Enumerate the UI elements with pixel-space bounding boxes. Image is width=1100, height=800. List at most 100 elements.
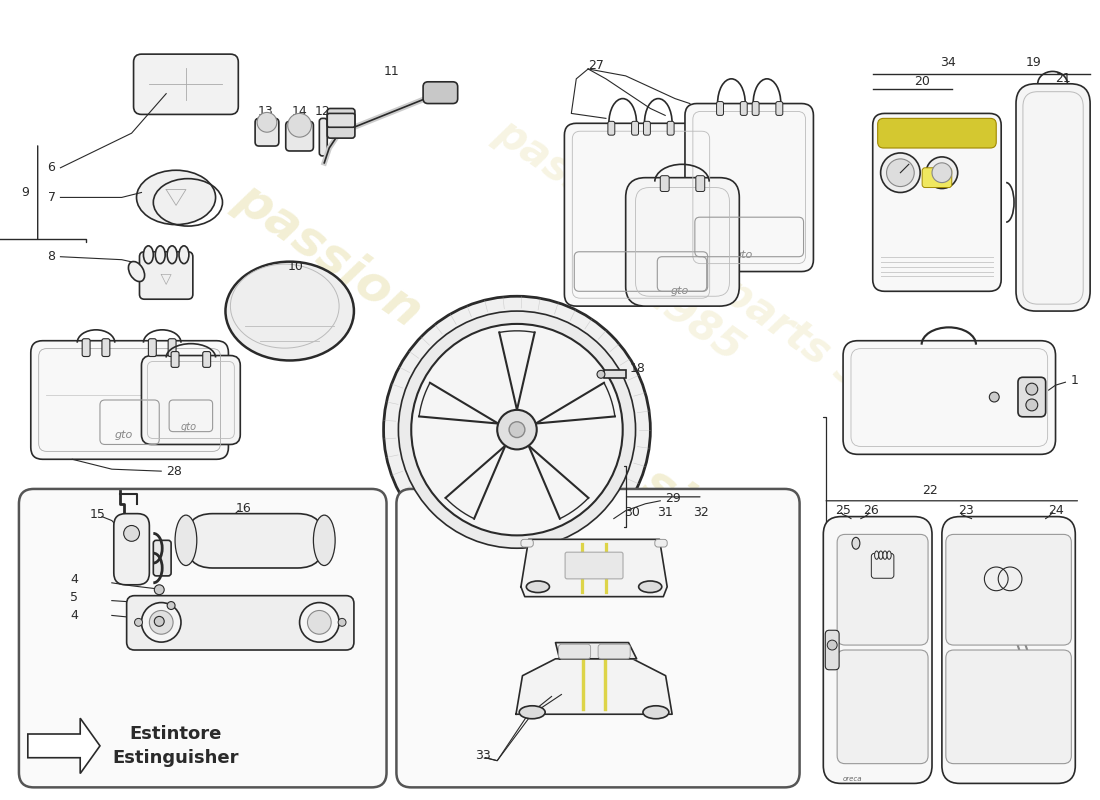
Ellipse shape — [879, 551, 883, 559]
Ellipse shape — [136, 170, 216, 225]
Ellipse shape — [526, 581, 549, 593]
FancyBboxPatch shape — [148, 338, 156, 357]
Ellipse shape — [519, 706, 546, 718]
Text: 4: 4 — [70, 609, 78, 622]
Text: Estinguisher: Estinguisher — [113, 749, 240, 766]
Text: 1: 1 — [1070, 374, 1078, 386]
Circle shape — [299, 602, 339, 642]
Circle shape — [509, 422, 525, 438]
Text: 16: 16 — [235, 502, 251, 515]
FancyBboxPatch shape — [871, 554, 894, 578]
Ellipse shape — [887, 551, 891, 559]
Text: gto: gto — [182, 422, 197, 432]
Circle shape — [338, 618, 346, 626]
Text: 21: 21 — [1056, 72, 1071, 86]
FancyBboxPatch shape — [559, 644, 591, 659]
FancyBboxPatch shape — [872, 114, 1001, 291]
FancyBboxPatch shape — [564, 123, 717, 306]
FancyBboxPatch shape — [685, 103, 813, 271]
FancyBboxPatch shape — [172, 351, 179, 367]
FancyBboxPatch shape — [142, 355, 240, 445]
Text: 8: 8 — [47, 250, 56, 263]
Ellipse shape — [642, 706, 669, 718]
Circle shape — [989, 392, 999, 402]
FancyBboxPatch shape — [168, 338, 176, 357]
Ellipse shape — [226, 262, 354, 361]
FancyBboxPatch shape — [823, 517, 932, 783]
FancyBboxPatch shape — [319, 118, 327, 156]
Text: 12: 12 — [315, 105, 330, 118]
Text: 5: 5 — [70, 591, 78, 604]
Circle shape — [167, 602, 175, 610]
Circle shape — [1026, 383, 1037, 395]
FancyBboxPatch shape — [327, 114, 355, 127]
FancyBboxPatch shape — [19, 489, 386, 787]
Text: 17: 17 — [337, 636, 353, 649]
Text: 29: 29 — [666, 492, 681, 506]
FancyBboxPatch shape — [626, 178, 739, 306]
FancyBboxPatch shape — [740, 102, 747, 115]
FancyBboxPatch shape — [837, 650, 928, 764]
FancyBboxPatch shape — [1016, 84, 1090, 311]
Ellipse shape — [167, 246, 177, 264]
Text: gto: gto — [735, 250, 752, 260]
FancyBboxPatch shape — [102, 338, 110, 357]
FancyBboxPatch shape — [716, 102, 724, 115]
Text: 27: 27 — [588, 59, 604, 73]
Text: 7: 7 — [47, 191, 56, 204]
Circle shape — [142, 602, 182, 642]
Text: 15: 15 — [90, 508, 106, 521]
FancyBboxPatch shape — [825, 630, 839, 670]
FancyBboxPatch shape — [140, 252, 192, 299]
Text: gto: gto — [932, 174, 943, 181]
FancyBboxPatch shape — [521, 539, 534, 547]
FancyBboxPatch shape — [598, 644, 630, 659]
Ellipse shape — [852, 538, 860, 550]
Text: passion for parts since
1985: passion for parts since 1985 — [460, 110, 950, 492]
FancyBboxPatch shape — [327, 109, 355, 138]
FancyBboxPatch shape — [696, 176, 705, 191]
Text: 24: 24 — [1048, 504, 1065, 517]
FancyBboxPatch shape — [133, 54, 239, 114]
FancyBboxPatch shape — [942, 517, 1076, 783]
Circle shape — [827, 640, 837, 650]
FancyBboxPatch shape — [126, 596, 354, 650]
Text: 4: 4 — [70, 574, 78, 586]
FancyBboxPatch shape — [843, 341, 1056, 454]
Circle shape — [497, 410, 537, 450]
Bar — [604, 370, 626, 378]
FancyBboxPatch shape — [837, 534, 928, 645]
Text: ♻: ♻ — [880, 566, 884, 571]
FancyBboxPatch shape — [668, 122, 674, 135]
Ellipse shape — [143, 246, 153, 264]
Circle shape — [398, 311, 636, 548]
Circle shape — [123, 526, 140, 542]
Text: 18: 18 — [629, 362, 646, 375]
FancyBboxPatch shape — [878, 118, 997, 148]
FancyBboxPatch shape — [255, 118, 278, 146]
FancyBboxPatch shape — [644, 122, 650, 135]
Circle shape — [134, 618, 143, 626]
Text: passion for parts since
1985: passion for parts since 1985 — [195, 174, 780, 626]
Text: gto: gto — [670, 286, 689, 296]
Polygon shape — [28, 718, 100, 774]
Circle shape — [926, 157, 958, 189]
Circle shape — [257, 113, 277, 132]
Text: 30: 30 — [624, 506, 639, 519]
FancyBboxPatch shape — [565, 552, 623, 579]
FancyBboxPatch shape — [946, 534, 1071, 645]
Text: 25: 25 — [835, 504, 851, 517]
Polygon shape — [516, 659, 672, 714]
FancyBboxPatch shape — [424, 82, 458, 103]
Text: 11: 11 — [384, 66, 399, 78]
Text: 3: 3 — [596, 433, 604, 446]
Text: oreca: oreca — [843, 775, 862, 782]
FancyBboxPatch shape — [752, 102, 759, 115]
Circle shape — [308, 610, 331, 634]
FancyBboxPatch shape — [202, 351, 210, 367]
FancyBboxPatch shape — [660, 176, 669, 191]
Circle shape — [1026, 399, 1037, 411]
Text: 2: 2 — [596, 403, 604, 416]
Text: 14: 14 — [292, 105, 307, 118]
FancyBboxPatch shape — [608, 122, 615, 135]
